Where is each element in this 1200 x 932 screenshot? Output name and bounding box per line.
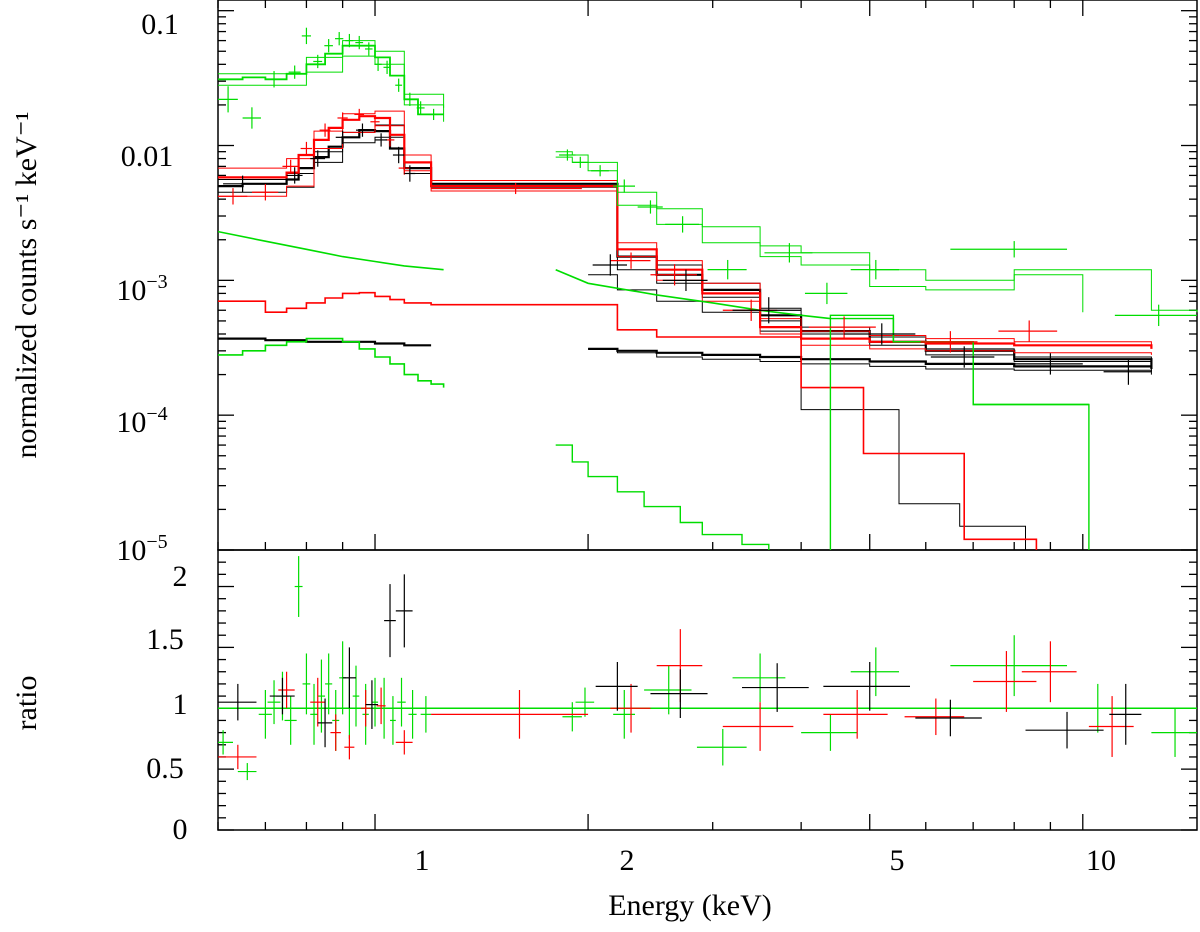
ytick-label-1e-5-exp: −5 bbox=[146, 531, 167, 553]
ytick-label-1e-3-exp: −3 bbox=[146, 271, 167, 293]
xtick-label-2: 2 bbox=[620, 844, 635, 877]
xtick-label-5: 5 bbox=[890, 844, 905, 877]
model-curve-7 bbox=[218, 115, 1153, 349]
ratio-panel-frame bbox=[217, 549, 1198, 831]
model-curve-8 bbox=[218, 110, 1152, 346]
ratio-ytick-label-2: 2 bbox=[173, 560, 188, 593]
spectrum-model-curves bbox=[218, 40, 1198, 550]
ytick-label-0p01: 0.01 bbox=[121, 140, 174, 173]
spectrum-ytick-labels: 0.1 0.01 10−3 10−4 10−5 bbox=[116, 8, 178, 567]
spectrum-axis-ticks bbox=[217, 0, 1197, 551]
ratio-ytick-label-1p5: 1.5 bbox=[146, 623, 184, 656]
ytick-label-1e-3-base: 10 bbox=[116, 274, 146, 307]
ytick-label-1e-5: 10−5 bbox=[116, 531, 167, 567]
model-curve-18 bbox=[218, 337, 445, 388]
x-axis-title: Energy (keV) bbox=[608, 889, 772, 922]
ytick-label-1e-4: 10−4 bbox=[116, 403, 167, 439]
xtick-label-1: 1 bbox=[415, 844, 430, 877]
ytick-label-1e-5-base: 10 bbox=[116, 534, 146, 567]
ratio-ytick-label-0: 0 bbox=[173, 813, 188, 846]
model-curve-16 bbox=[218, 230, 444, 271]
model-curve-3 bbox=[218, 337, 432, 347]
model-curve-9 bbox=[218, 125, 1152, 355]
ytick-label-1e-4-exp: −4 bbox=[146, 403, 167, 425]
ratio-ytick-labels: 2 1.5 1 0.5 0 bbox=[146, 560, 187, 846]
model-curve-2 bbox=[218, 136, 1152, 372]
ytick-label-0p1: 0.1 bbox=[141, 8, 179, 41]
ytick-label-1e-4-base: 10 bbox=[116, 406, 146, 439]
model-curve-17 bbox=[555, 268, 831, 320]
model-curve-13 bbox=[218, 55, 445, 122]
ratio-ytick-label-0p5: 0.5 bbox=[146, 752, 184, 785]
model-curve-1 bbox=[218, 124, 1152, 367]
spectrum-data-points bbox=[218, 27, 1197, 385]
ytick-label-1e-3: 10−3 bbox=[116, 271, 167, 307]
model-curve-10 bbox=[218, 291, 1038, 550]
model-curve-15 bbox=[555, 156, 1084, 313]
y-axis-title-spectrum: normalized counts s⁻¹ keV⁻¹ bbox=[10, 111, 43, 458]
ratio-data-points bbox=[218, 556, 1197, 781]
model-curve-6 bbox=[588, 274, 1026, 550]
xtick-label-10: 10 bbox=[1086, 844, 1116, 877]
model-curve-14 bbox=[555, 151, 1198, 313]
xtick-labels: 1 2 5 10 bbox=[415, 844, 1117, 877]
y-axis-title-ratio: ratio bbox=[10, 676, 43, 731]
ratio-ytick-label-1: 1 bbox=[173, 688, 188, 721]
